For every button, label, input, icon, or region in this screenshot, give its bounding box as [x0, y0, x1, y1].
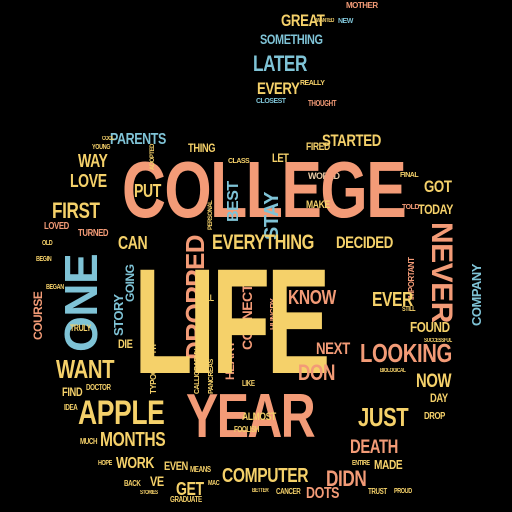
- word: PUT: [134, 181, 161, 201]
- word: REALLY: [300, 80, 325, 87]
- word: KNOW: [288, 287, 336, 309]
- word: STARTED: [322, 131, 381, 150]
- word: WORLD: [308, 171, 340, 181]
- word-one: ONE: [55, 253, 107, 352]
- word: EVER: [372, 289, 413, 311]
- word: BEST: [225, 181, 242, 222]
- word: SOMETHING: [260, 31, 323, 47]
- word-college: COLLEGE: [122, 145, 407, 234]
- word: NEVER: [425, 222, 458, 323]
- word: TRULY: [70, 323, 91, 333]
- word: CALLIGRAPHY: [194, 348, 201, 394]
- word: CLOSEST: [256, 98, 286, 105]
- word: EVERY: [257, 79, 300, 98]
- word: DOCTOR: [86, 383, 111, 392]
- word: COMPANY: [469, 264, 484, 326]
- word: FINAL: [400, 172, 419, 179]
- word-year: YEAR: [186, 382, 316, 451]
- word: SUCCESSFUL: [424, 338, 452, 344]
- word: YOUNG: [92, 144, 111, 151]
- word: JUST: [358, 402, 409, 432]
- word: BIOLOGICAL: [380, 368, 406, 374]
- word-life: LIFE: [134, 237, 330, 405]
- word: TYPOGRAPHY: [149, 342, 158, 394]
- word: IDEA: [64, 403, 78, 412]
- word: COOL: [102, 136, 114, 142]
- word: LOVED: [44, 221, 69, 232]
- word: PANCREAS: [208, 359, 215, 394]
- word: EVERYTHING: [212, 231, 314, 254]
- word: ADOPTED: [150, 144, 156, 170]
- word: BACK: [124, 479, 141, 488]
- word: LOVE: [70, 171, 107, 191]
- word: TRUST: [368, 487, 387, 496]
- word-apple: APPLE: [78, 394, 165, 432]
- word: WORK: [116, 455, 154, 472]
- word: GET: [176, 479, 204, 499]
- word: FIRST: [52, 198, 100, 223]
- word: THING: [188, 141, 216, 155]
- word: GRADUATE: [170, 495, 202, 504]
- word: TOLD: [402, 204, 419, 211]
- word: WILL: [198, 293, 214, 303]
- word: GREAT: [281, 11, 325, 30]
- word: MAKE: [306, 199, 330, 211]
- word: CLASS: [228, 158, 250, 165]
- word: LATER: [253, 51, 307, 76]
- word: FIRED: [306, 141, 330, 153]
- word: TURNED: [78, 228, 109, 239]
- word: DROP: [424, 411, 445, 422]
- word: NEXT: [316, 339, 350, 358]
- word: BETTER: [252, 488, 269, 494]
- word: VE: [150, 473, 164, 489]
- word: OLD: [42, 240, 53, 247]
- word: DIDN: [326, 466, 367, 491]
- word: NOW: [416, 371, 452, 392]
- word: WAY: [78, 151, 108, 171]
- word: WANTED: [316, 18, 334, 24]
- word: DEATH: [350, 437, 399, 458]
- word: THOUGHT: [308, 99, 337, 108]
- word: EVEN: [164, 459, 188, 473]
- word: STILL: [402, 306, 416, 313]
- word: LET: [272, 151, 289, 165]
- word: DON: [298, 360, 335, 385]
- word: FOOLISH: [234, 425, 260, 434]
- word: CANCER: [276, 487, 301, 496]
- word: HOPE: [98, 460, 112, 467]
- word: DIE: [118, 337, 133, 351]
- word: BEGIN: [36, 256, 52, 263]
- word: PARENTS: [110, 131, 166, 148]
- word: STORIES: [140, 490, 158, 496]
- word: NEW: [338, 18, 353, 25]
- word: LOOKING: [360, 338, 452, 368]
- word: CAN: [118, 233, 148, 253]
- word: PROUD: [394, 488, 412, 495]
- word: FIND: [62, 385, 83, 399]
- word: ENTIRE: [352, 460, 370, 467]
- word: COMPUTER: [222, 465, 309, 487]
- word: BEGAN: [46, 284, 64, 291]
- word: PERSONAL: [208, 200, 214, 230]
- word: DECIDED: [336, 233, 393, 252]
- word: DOTS: [306, 485, 340, 502]
- word: COURSE: [31, 291, 45, 340]
- word: MUCH: [80, 437, 98, 446]
- word: GOT: [424, 177, 452, 196]
- word: MEANS: [190, 465, 211, 474]
- word: TODAY: [418, 201, 454, 217]
- word: ALMOST: [242, 411, 276, 423]
- word: DAY: [430, 391, 448, 405]
- word: WANT: [56, 354, 115, 384]
- word: FOUND: [410, 319, 450, 336]
- word: MADE: [374, 457, 403, 472]
- word: MOTHER: [346, 1, 378, 10]
- word: LIKE: [242, 379, 255, 388]
- word: MONTHS: [100, 429, 166, 451]
- word: MAC: [208, 480, 220, 487]
